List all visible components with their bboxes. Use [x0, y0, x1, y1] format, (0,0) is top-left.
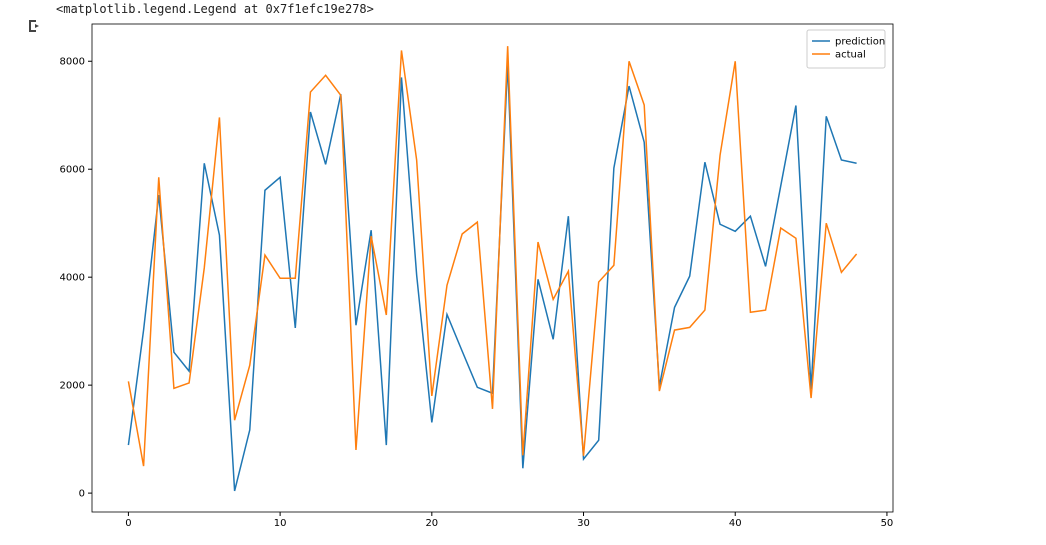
y-tick-label: 0 — [79, 489, 85, 500]
output-text: <matplotlib.legend.Legend at 0x7f1efc19e… — [56, 2, 374, 16]
series-line — [127, 46, 858, 467]
x-tick-label: 10 — [274, 518, 287, 529]
x-tick-label: 0 — [125, 518, 131, 529]
y-tick-label: 4000 — [60, 273, 85, 284]
legend-label: prediction — [835, 37, 885, 48]
x-tick-label: 50 — [881, 518, 894, 529]
x-tick-label: 40 — [729, 518, 742, 529]
output-icon — [29, 20, 39, 32]
plot-frame — [91, 23, 894, 513]
y-tick-label: 6000 — [60, 165, 85, 176]
legend-label: actual — [835, 50, 866, 61]
x-tick-label: 30 — [577, 518, 590, 529]
legend-box — [806, 29, 886, 69]
y-tick-label: 8000 — [60, 57, 85, 68]
x-tick-label: 20 — [425, 518, 438, 529]
y-tick-label: 2000 — [60, 381, 85, 392]
series-line — [127, 63, 857, 492]
